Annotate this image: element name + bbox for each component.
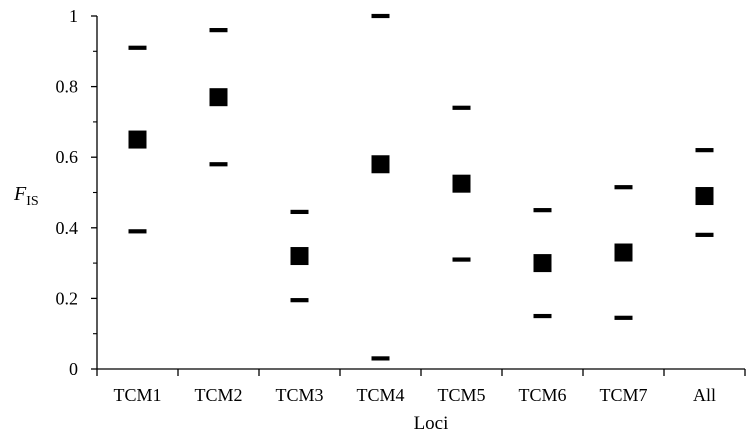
- upper-limit-mark: [290, 209, 309, 215]
- upper-limit-mark: [452, 105, 471, 110]
- lower-limit-mark: [128, 229, 147, 234]
- y-axis-label-main: F: [13, 183, 27, 205]
- upper-limit-mark: [695, 148, 714, 153]
- fis-point: [695, 187, 714, 206]
- lower-limit-mark: [209, 162, 228, 167]
- y-tick-label: 0: [69, 359, 78, 379]
- y-tick-label: 0.6: [56, 147, 79, 167]
- upper-limit-mark: [533, 208, 552, 213]
- x-tick-label: TCM2: [194, 385, 242, 405]
- fis-point: [290, 247, 309, 266]
- x-tick-label: TCM6: [518, 385, 566, 405]
- y-axis-label: FIS: [13, 183, 39, 209]
- y-axis-label-sub: IS: [26, 194, 38, 209]
- plot-marks: [128, 13, 714, 361]
- y-tick-label: 1: [69, 6, 78, 26]
- lower-limit-mark: [695, 232, 714, 237]
- x-tick-label: All: [693, 385, 716, 405]
- fis-point: [128, 130, 147, 149]
- y-tick-label: 0.2: [56, 288, 79, 308]
- upper-limit-mark: [209, 28, 228, 33]
- lower-limit-mark: [290, 298, 309, 303]
- x-tick-label: TCM1: [113, 385, 161, 405]
- fis-point: [452, 174, 471, 193]
- fis-point: [209, 88, 228, 107]
- upper-limit-mark: [128, 45, 147, 50]
- x-axis: TCM1 TCM2 TCM3 TCM4 TCM5 TCM6 TCM7 All: [96, 368, 746, 405]
- lower-limit-mark: [452, 257, 471, 262]
- x-tick-label: TCM7: [599, 385, 647, 405]
- fis-point: [614, 243, 633, 262]
- y-axis: 0 0.2 0.4 0.6 0.8 1: [56, 6, 98, 379]
- x-tick-label: TCM4: [356, 385, 404, 405]
- x-tick-label: TCM3: [275, 385, 323, 405]
- lower-limit-mark: [533, 313, 552, 319]
- lower-limit-mark: [371, 356, 390, 361]
- lower-limit-mark: [614, 315, 633, 320]
- y-tick-label: 0.8: [56, 77, 79, 97]
- x-tick-label: TCM5: [437, 385, 485, 405]
- y-tick-label: 0.4: [56, 218, 79, 238]
- upper-limit-mark: [614, 185, 633, 190]
- fis-point: [371, 155, 390, 174]
- x-axis-label: Loci: [414, 413, 449, 434]
- fis-point: [533, 254, 552, 273]
- upper-limit-mark: [371, 13, 390, 19]
